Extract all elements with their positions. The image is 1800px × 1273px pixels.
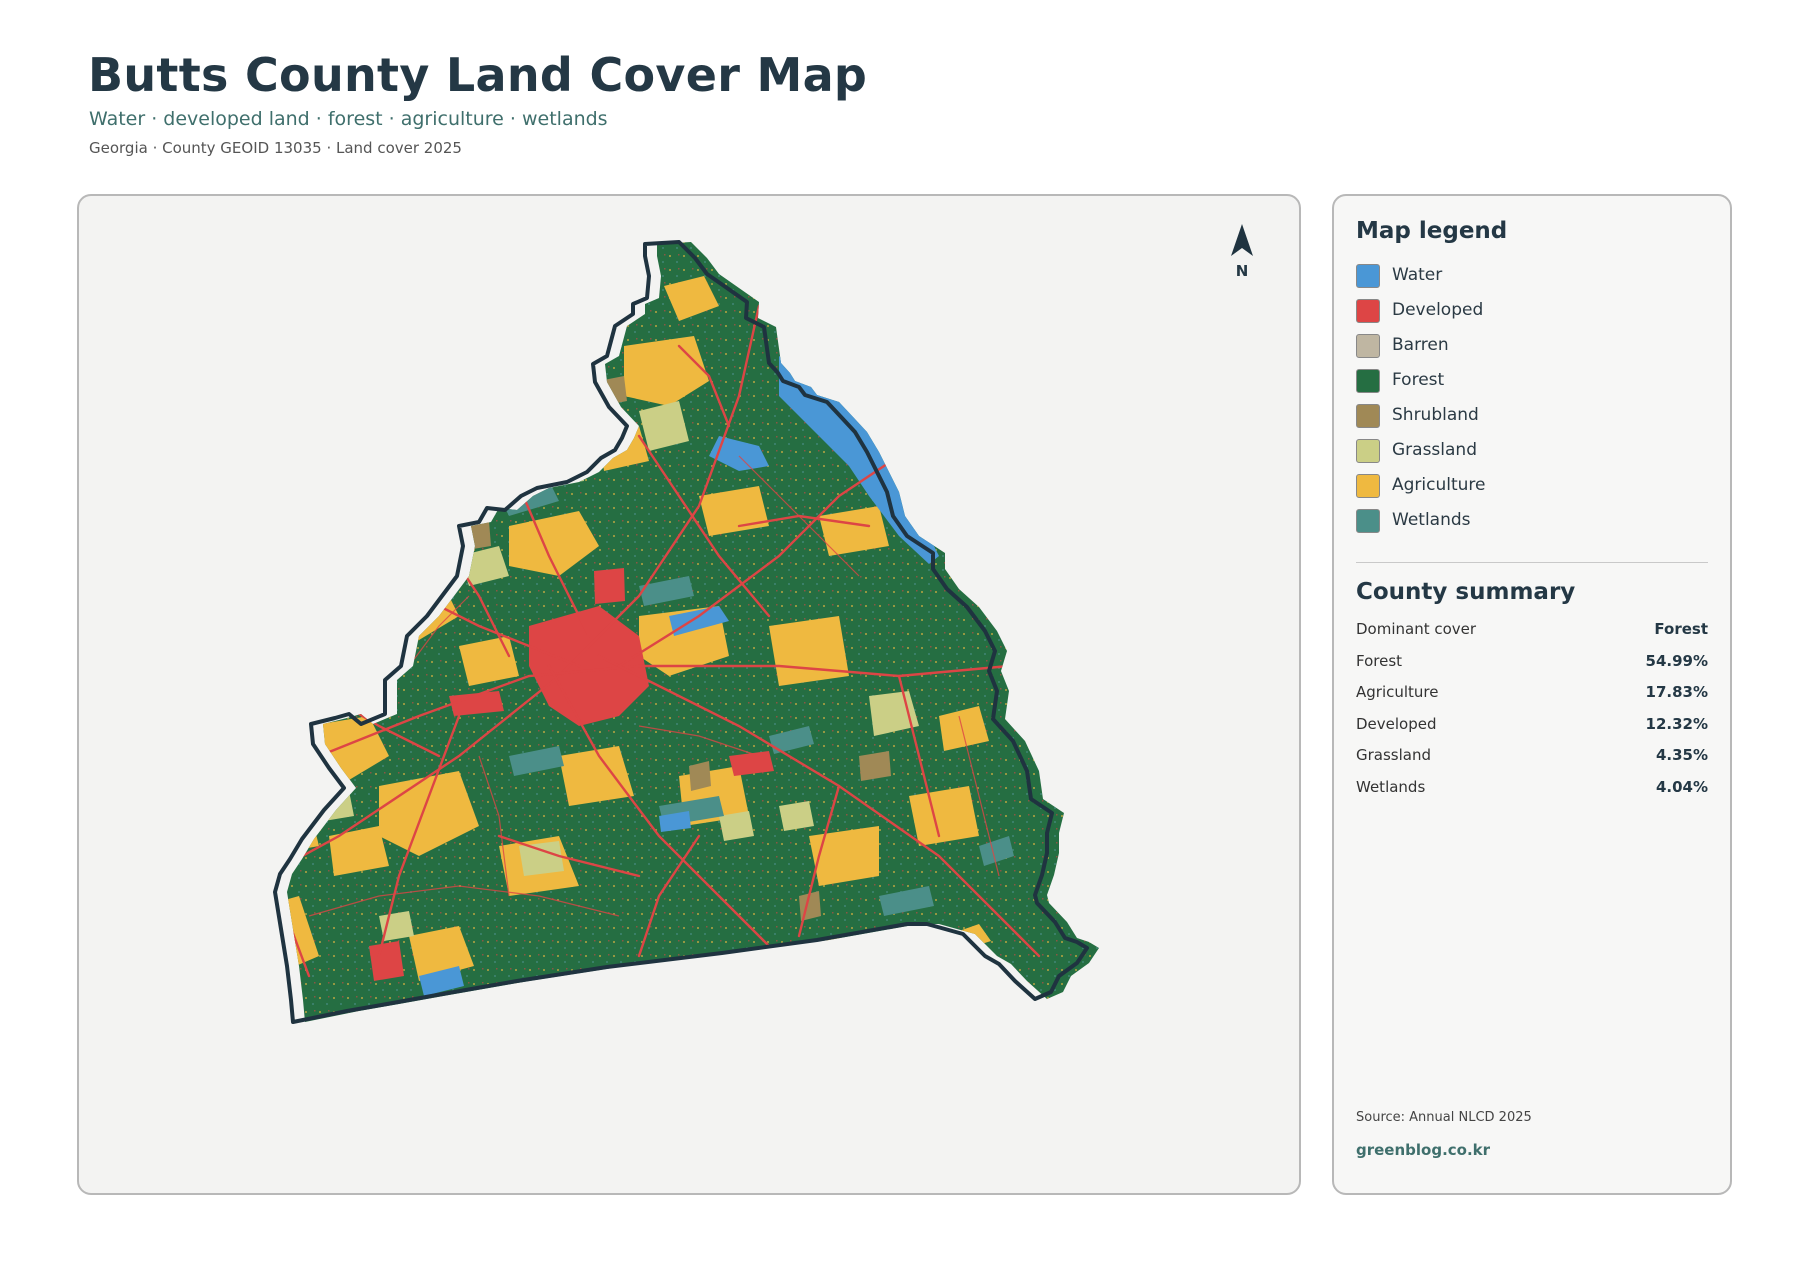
- legend-item-wetlands: Wetlands: [1356, 509, 1696, 544]
- legend-list: Water Developed Barren Forest Shrubland …: [1356, 264, 1696, 544]
- legend-label: Shrubland: [1392, 405, 1479, 425]
- legend-label: Barren: [1392, 335, 1449, 355]
- side-panel: Map legend Water Developed Barren Forest…: [1332, 194, 1732, 1195]
- north-label: N: [1235, 262, 1249, 280]
- legend-swatch-grassland: [1356, 439, 1380, 463]
- page-title: Butts County Land Cover Map: [88, 48, 868, 102]
- summary-title: County summary: [1356, 579, 1576, 605]
- legend-swatch-barren: [1356, 334, 1380, 358]
- county-map[interactable]: [79, 196, 1301, 1195]
- summary-value: 4.04%: [1655, 777, 1708, 796]
- summary-row-wetlands: Wetlands 4.04%: [1356, 778, 1708, 810]
- legend-swatch-agriculture: [1356, 474, 1380, 498]
- north-arrow-icon: [1231, 224, 1253, 256]
- legend-swatch-forest: [1356, 369, 1380, 393]
- summary-row-grassland: Grassland 4.35%: [1356, 746, 1708, 778]
- legend-swatch-shrubland: [1356, 404, 1380, 428]
- summary-label: Wetlands: [1356, 777, 1426, 796]
- summary-label: Dominant cover: [1356, 620, 1477, 638]
- summary-row-agriculture: Agriculture 17.83%: [1356, 683, 1708, 715]
- summary-label: Agriculture: [1356, 683, 1439, 701]
- legend-label: Wetlands: [1392, 510, 1471, 530]
- source-note: Source: Annual NLCD 2025: [1356, 1110, 1532, 1125]
- legend-item-barren: Barren: [1356, 334, 1696, 369]
- legend-item-developed: Developed: [1356, 299, 1696, 334]
- north-arrow: N: [1222, 220, 1262, 280]
- map-panel[interactable]: [77, 194, 1301, 1195]
- legend-label: Grassland: [1392, 440, 1477, 460]
- page-subtitle: Water · developed land · forest · agricu…: [89, 108, 608, 130]
- summary-list: Dominant cover Forest Forest 54.99% Agri…: [1356, 620, 1708, 809]
- summary-label: Grassland: [1356, 746, 1431, 764]
- legend-label: Agriculture: [1392, 475, 1486, 495]
- legend-item-shrubland: Shrubland: [1356, 404, 1696, 439]
- summary-row-dominant: Dominant cover Forest: [1356, 620, 1708, 652]
- legend-swatch-water: [1356, 264, 1380, 288]
- summary-value: 17.83%: [1645, 683, 1708, 701]
- page-meta: Georgia · County GEOID 13035 · Land cove…: [89, 139, 462, 157]
- summary-row-developed: Developed 12.32%: [1356, 715, 1708, 747]
- county-boundary: [273, 240, 1089, 1024]
- legend-title: Map legend: [1356, 218, 1508, 244]
- legend-label: Developed: [1392, 300, 1484, 320]
- legend-item-grassland: Grassland: [1356, 439, 1696, 474]
- summary-value: 12.32%: [1645, 714, 1708, 733]
- land-cover-raster: [287, 242, 1099, 1022]
- legend-label: Forest: [1392, 370, 1445, 390]
- site-link[interactable]: greenblog.co.kr: [1356, 1141, 1491, 1159]
- legend-item-water: Water: [1356, 264, 1696, 299]
- legend-item-agriculture: Agriculture: [1356, 474, 1696, 509]
- summary-row-forest: Forest 54.99%: [1356, 652, 1708, 684]
- summary-value: Forest: [1654, 620, 1708, 638]
- legend-label: Water: [1392, 265, 1443, 285]
- summary-label: Developed: [1356, 714, 1437, 733]
- summary-label: Forest: [1356, 651, 1403, 670]
- summary-value: 54.99%: [1645, 651, 1708, 670]
- summary-value: 4.35%: [1655, 746, 1708, 764]
- legend-swatch-wetlands: [1356, 509, 1380, 533]
- legend-item-forest: Forest: [1356, 369, 1696, 404]
- legend-swatch-developed: [1356, 299, 1380, 323]
- divider: [1356, 562, 1708, 563]
